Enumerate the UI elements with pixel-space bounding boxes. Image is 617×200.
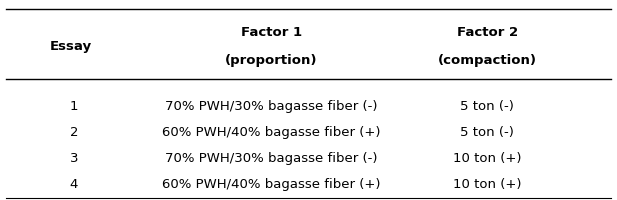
Text: 60% PWH/40% bagasse fiber (+): 60% PWH/40% bagasse fiber (+) xyxy=(162,178,381,190)
Text: Factor 2: Factor 2 xyxy=(457,26,518,38)
Text: 1: 1 xyxy=(70,100,78,112)
Text: 5 ton (-): 5 ton (-) xyxy=(460,100,515,112)
Text: 4: 4 xyxy=(70,178,78,190)
Text: 10 ton (+): 10 ton (+) xyxy=(453,152,522,164)
Text: Essay: Essay xyxy=(49,40,91,52)
Text: 70% PWH/30% bagasse fiber (-): 70% PWH/30% bagasse fiber (-) xyxy=(165,100,378,112)
Text: (compaction): (compaction) xyxy=(438,54,537,66)
Text: 60% PWH/40% bagasse fiber (+): 60% PWH/40% bagasse fiber (+) xyxy=(162,126,381,138)
Text: 5 ton (-): 5 ton (-) xyxy=(460,126,515,138)
Text: (proportion): (proportion) xyxy=(225,54,318,66)
Text: Factor 1: Factor 1 xyxy=(241,26,302,38)
Text: 3: 3 xyxy=(70,152,78,164)
Text: 70% PWH/30% bagasse fiber (-): 70% PWH/30% bagasse fiber (-) xyxy=(165,152,378,164)
Text: 2: 2 xyxy=(70,126,78,138)
Text: 10 ton (+): 10 ton (+) xyxy=(453,178,522,190)
